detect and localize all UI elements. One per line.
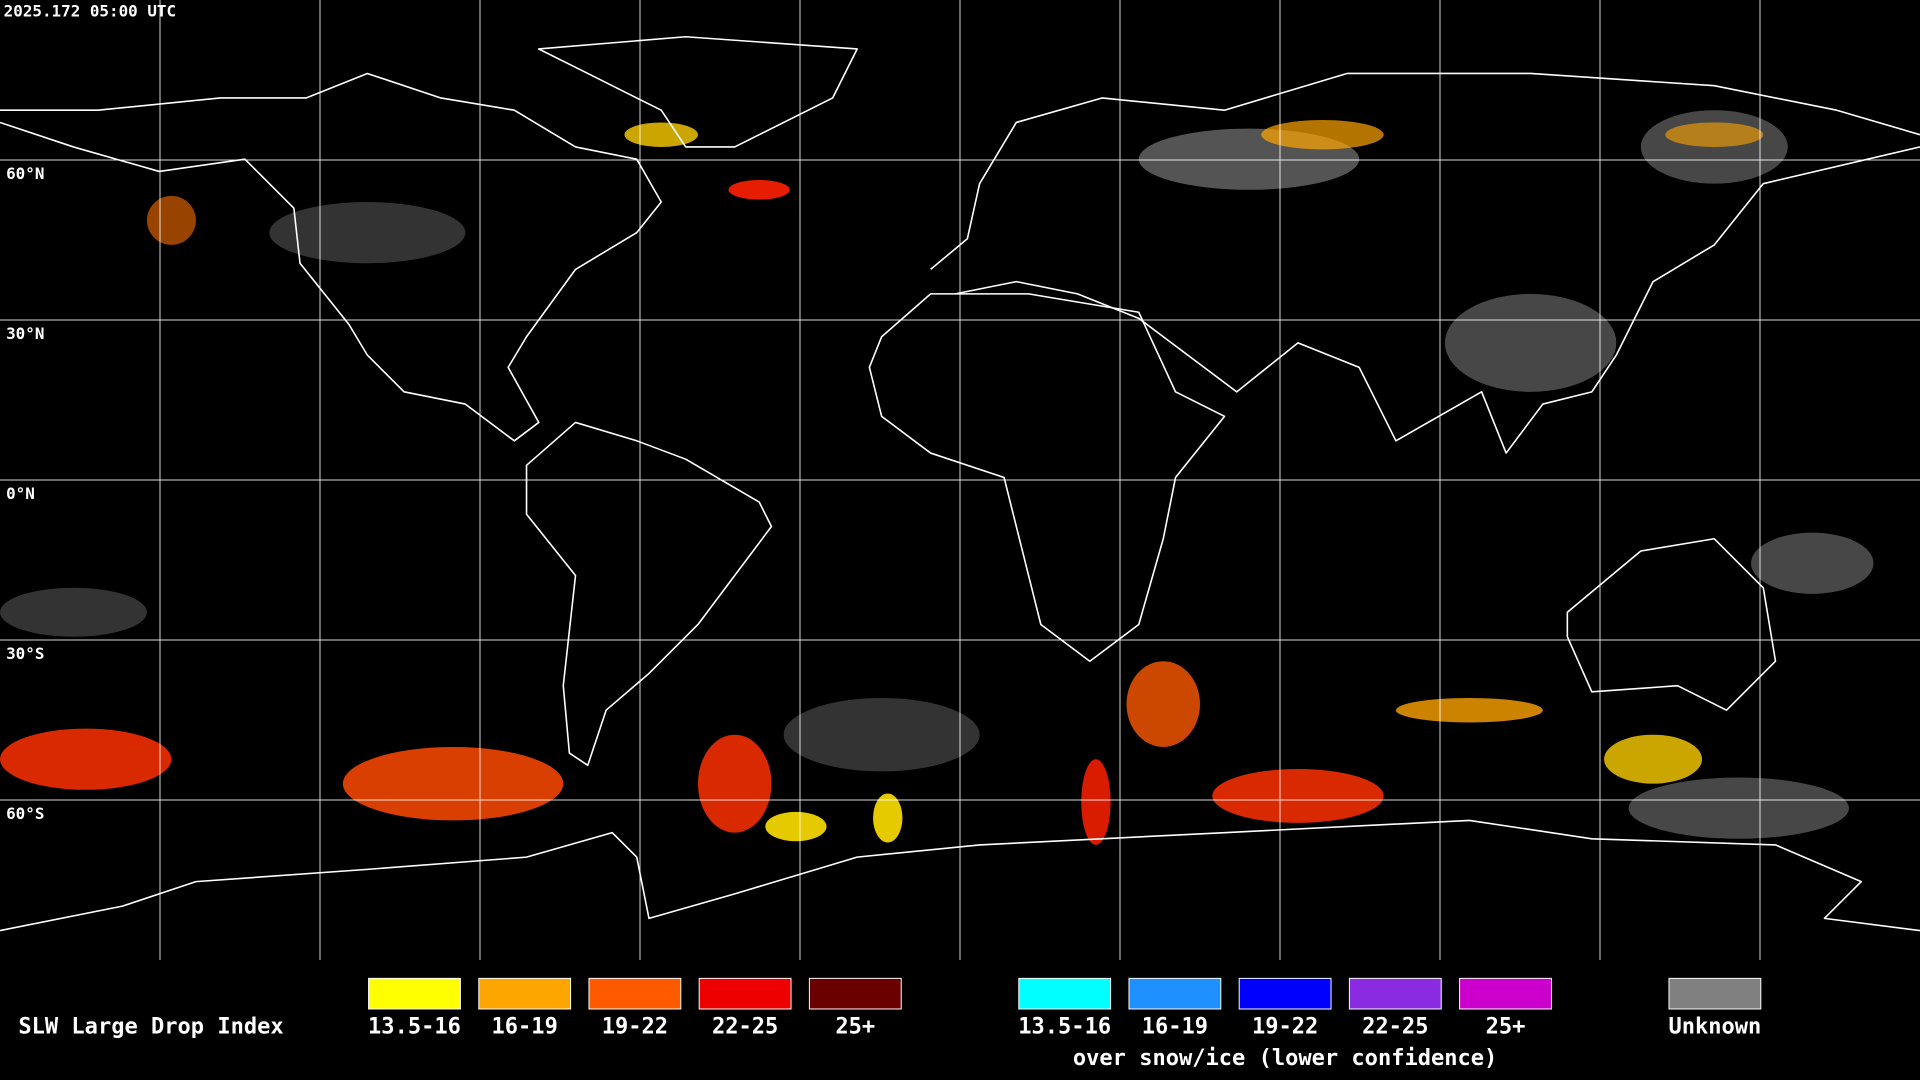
legend-label: 25+ bbox=[1486, 1014, 1526, 1039]
legend-background bbox=[0, 960, 1920, 1080]
legend-swatch bbox=[698, 977, 792, 1010]
legend-label: 13.5-16 bbox=[1018, 1014, 1111, 1039]
unknown-area bbox=[1444, 293, 1617, 392]
legend-swatch bbox=[1128, 977, 1222, 1010]
slw-area bbox=[1665, 122, 1764, 147]
unknown-area bbox=[1628, 777, 1849, 839]
legend-swatch bbox=[478, 977, 572, 1010]
greenland bbox=[537, 35, 858, 148]
legend-label: 22-25 bbox=[712, 1014, 778, 1039]
legend-label: 19-22 bbox=[1252, 1014, 1318, 1039]
graticule bbox=[0, 0, 1920, 960]
legend-label: Unknown bbox=[1668, 1014, 1761, 1039]
slw-area bbox=[1395, 697, 1543, 723]
legend-label: 16-19 bbox=[492, 1014, 558, 1039]
slw-area bbox=[1212, 768, 1384, 823]
latitude-label: 30°S bbox=[6, 644, 44, 663]
legend-swatch bbox=[1668, 977, 1762, 1010]
slw-area bbox=[1081, 759, 1111, 845]
legend-swatch bbox=[1238, 977, 1332, 1010]
cloud-field bbox=[0, 110, 1874, 845]
legend-caption: over snow/ice (lower confidence) bbox=[1073, 1046, 1497, 1071]
latitude-label: 60°S bbox=[6, 804, 44, 823]
legend-label: 19-22 bbox=[602, 1014, 668, 1039]
slw-area bbox=[146, 195, 196, 245]
unknown-area bbox=[269, 202, 466, 264]
legend-label: 13.5-16 bbox=[368, 1014, 461, 1039]
legend-swatch bbox=[808, 977, 902, 1010]
latitude-label: 60°N bbox=[6, 164, 44, 183]
slw-area bbox=[1261, 120, 1384, 150]
legend-swatch bbox=[368, 977, 461, 1010]
slw-area bbox=[0, 728, 172, 790]
coastlines bbox=[0, 35, 1920, 932]
legend-label: 16-19 bbox=[1142, 1014, 1208, 1039]
legend-swatch bbox=[588, 977, 682, 1010]
slw-area bbox=[697, 734, 772, 833]
slw-area bbox=[873, 793, 903, 843]
latitude-label: 0°N bbox=[6, 484, 35, 503]
antarctica bbox=[0, 819, 1920, 932]
slw-area bbox=[342, 746, 564, 821]
legend-label: 22-25 bbox=[1362, 1014, 1428, 1039]
slw-area bbox=[1126, 661, 1200, 747]
slw-area bbox=[728, 180, 790, 200]
legend-swatch bbox=[1459, 977, 1552, 1010]
legend-swatch bbox=[1348, 977, 1442, 1010]
eurasia bbox=[930, 72, 1920, 454]
slw-area bbox=[624, 122, 698, 147]
south-america bbox=[525, 421, 773, 767]
legend-swatch bbox=[1018, 977, 1112, 1010]
legend-title: SLW Large Drop Index bbox=[18, 1014, 283, 1039]
slw-area bbox=[765, 811, 827, 842]
unknown-area bbox=[0, 587, 147, 637]
legend-label: 25+ bbox=[835, 1014, 875, 1039]
slw-area bbox=[1604, 734, 1703, 784]
latitude-label: 30°N bbox=[6, 324, 44, 343]
unknown-area bbox=[783, 697, 980, 772]
unknown-area bbox=[1751, 532, 1874, 594]
north-america bbox=[0, 72, 663, 442]
australia bbox=[1566, 537, 1777, 712]
africa bbox=[868, 293, 1226, 663]
timestamp: 2025.172 05:00 UTC bbox=[4, 2, 176, 21]
